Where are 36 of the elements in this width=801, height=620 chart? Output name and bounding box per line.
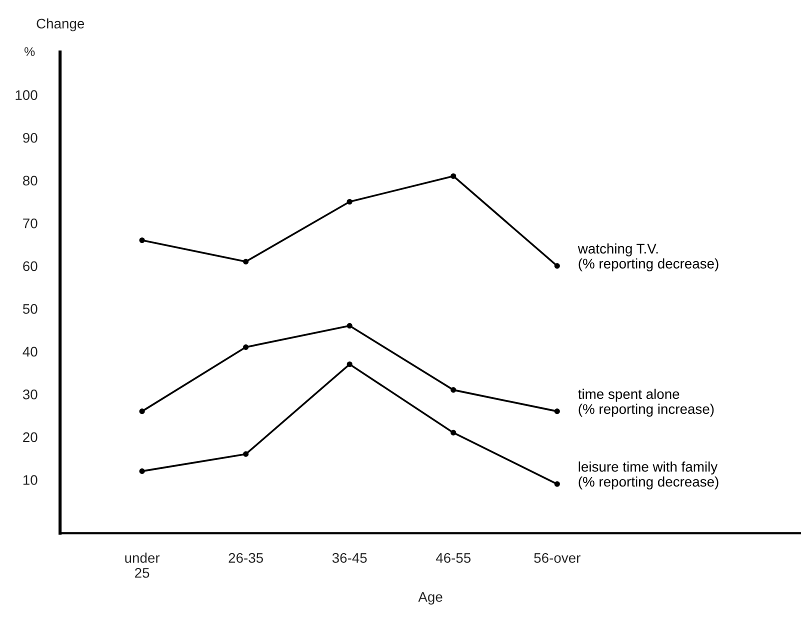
y-tick-label: 20 bbox=[23, 432, 38, 442]
point bbox=[243, 258, 249, 264]
point bbox=[243, 451, 249, 457]
y-tick-label: 60 bbox=[23, 261, 38, 272]
y-tick-label: 70 bbox=[23, 218, 38, 228]
point bbox=[346, 361, 352, 368]
point bbox=[450, 430, 456, 436]
point bbox=[554, 263, 560, 269]
point bbox=[139, 237, 145, 244]
point bbox=[346, 198, 352, 205]
text: % bbox=[24, 47, 35, 56]
point bbox=[243, 344, 249, 350]
point bbox=[139, 468, 145, 474]
y-tick-label: 40 bbox=[22, 346, 38, 357]
x-tick-label: 56-over bbox=[534, 553, 580, 563]
point bbox=[450, 173, 456, 179]
y-tick-label: 50 bbox=[22, 304, 38, 314]
y-tick-label: 10 bbox=[23, 475, 38, 485]
series-label: watching T.V. (% reporting decrease) bbox=[578, 243, 718, 272]
series-label: time spent alone (% reporting increase) bbox=[578, 388, 714, 417]
y-tick-label: 100 bbox=[16, 90, 38, 100]
x-axis-title: Age bbox=[418, 592, 442, 605]
y-axis-title: Change bbox=[36, 18, 84, 32]
point bbox=[554, 481, 560, 487]
point bbox=[346, 323, 352, 329]
x-tick-label: 36-45 bbox=[332, 553, 367, 563]
x-tick-label: 26-35 bbox=[228, 553, 264, 563]
point bbox=[554, 408, 560, 414]
y-tick-label: 90 bbox=[23, 132, 38, 143]
x-tick-label: under 25 bbox=[125, 552, 160, 578]
series-label: leisure time with family (% reporting decrease) bbox=[578, 462, 718, 490]
point bbox=[139, 408, 145, 414]
y-tick-label: 80 bbox=[23, 176, 38, 186]
y-tick-label: 30 bbox=[22, 390, 38, 400]
x-tick-label: 46-55 bbox=[436, 553, 471, 563]
point bbox=[450, 387, 456, 393]
